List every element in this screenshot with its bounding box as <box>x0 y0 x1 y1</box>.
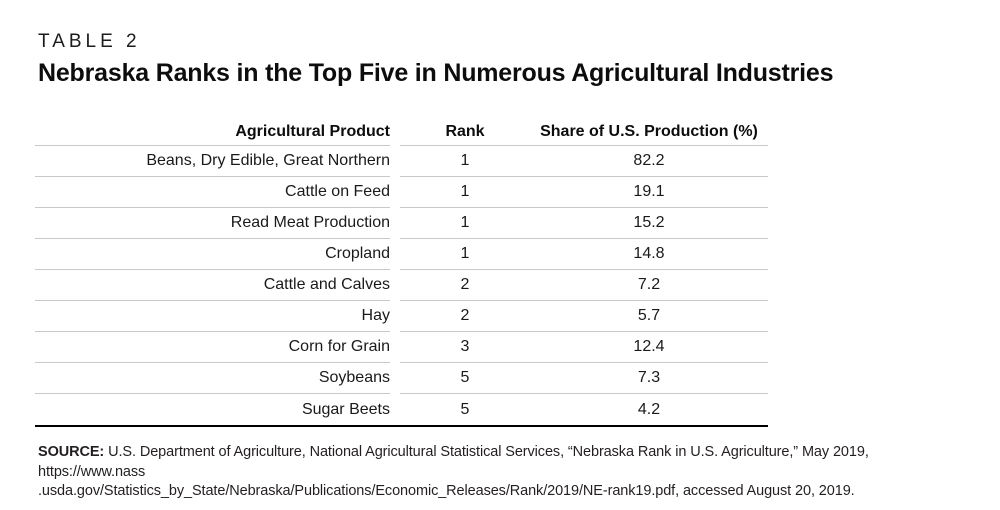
table-row: Sugar Beets 5 4.2 <box>35 394 768 425</box>
table-row: Soybeans 5 7.3 <box>35 363 768 394</box>
source-label: SOURCE: <box>38 444 105 460</box>
data-table: Agricultural Product Rank Share of U.S. … <box>35 118 768 427</box>
source-note: SOURCE: U.S. Department of Agriculture, … <box>38 443 968 502</box>
table-row: Cattle and Calves 2 7.2 <box>35 270 768 301</box>
share-cell: 4.2 <box>637 400 661 418</box>
rank-cell: 1 <box>460 183 470 200</box>
rank-cell: 1 <box>460 214 470 231</box>
header-right-group: Rank Share of U.S. Production (%) <box>400 118 768 146</box>
column-header-rank: Rank <box>445 122 485 140</box>
column-header-share: Share of U.S. Production (%) <box>540 122 758 140</box>
row-right-group: 1 82.2 <box>400 146 768 177</box>
page-title: Nebraska Ranks in the Top Five in Numero… <box>38 59 834 87</box>
share-cell: 14.8 <box>633 245 665 262</box>
product-cell: Hay <box>35 301 390 332</box>
column-header-agricultural-product: Agricultural Product <box>35 118 390 146</box>
row-right-group: 2 7.2 <box>400 270 768 301</box>
rank-cell: 5 <box>460 369 470 386</box>
table-row: Read Meat Production 1 15.2 <box>35 208 768 239</box>
row-right-group: 1 15.2 <box>400 208 768 239</box>
rank-cell: 2 <box>460 307 470 324</box>
table-header-row: Agricultural Product Rank Share of U.S. … <box>35 118 768 146</box>
rank-cell: 1 <box>460 152 470 169</box>
product-cell: Soybeans <box>35 363 390 394</box>
product-cell: Sugar Beets <box>301 400 390 418</box>
share-cell: 7.2 <box>637 276 661 293</box>
table-row: Cropland 1 14.8 <box>35 239 768 270</box>
row-right-group: 1 14.8 <box>400 239 768 270</box>
row-right-group: 1 19.1 <box>400 177 768 208</box>
share-cell: 5.7 <box>637 307 661 324</box>
table-row: Hay 2 5.7 <box>35 301 768 332</box>
rank-cell: 5 <box>460 400 470 418</box>
row-right-group: 5 4.2 <box>400 394 768 425</box>
product-cell: Cropland <box>35 239 390 270</box>
share-cell: 15.2 <box>633 214 665 231</box>
product-cell: Beans, Dry Edible, Great Northern <box>35 146 390 177</box>
source-text-line-2: .usda.gov/Statistics_by_State/Nebraska/P… <box>38 483 855 499</box>
share-cell: 82.2 <box>633 152 665 169</box>
row-right-group: 5 7.3 <box>400 363 768 394</box>
rank-cell: 3 <box>460 338 470 355</box>
table-row: Corn for Grain 3 12.4 <box>35 332 768 363</box>
product-cell: Cattle and Calves <box>35 270 390 301</box>
table-kicker: TABLE 2 <box>38 31 141 52</box>
source-text-line-1: U.S. Department of Agriculture, National… <box>38 444 869 480</box>
product-cell: Cattle on Feed <box>35 177 390 208</box>
table-row: Beans, Dry Edible, Great Northern 1 82.2 <box>35 146 768 177</box>
share-cell: 12.4 <box>633 338 665 355</box>
rank-cell: 1 <box>460 245 470 262</box>
table-body: Beans, Dry Edible, Great Northern 1 82.2… <box>35 146 768 425</box>
product-cell: Read Meat Production <box>35 208 390 239</box>
share-cell: 19.1 <box>633 183 665 200</box>
product-cell: Corn for Grain <box>35 332 390 363</box>
row-right-group: 2 5.7 <box>400 301 768 332</box>
table-row: Cattle on Feed 1 19.1 <box>35 177 768 208</box>
share-cell: 7.3 <box>637 369 661 386</box>
row-right-group: 3 12.4 <box>400 332 768 363</box>
rank-cell: 2 <box>460 276 470 293</box>
